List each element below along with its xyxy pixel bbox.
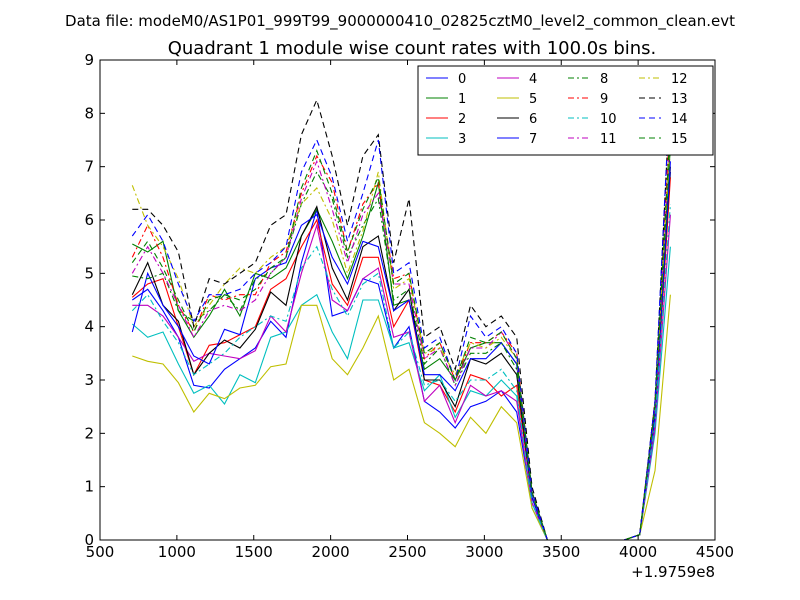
data-file-label: Data file: modeM0/AS1P01_999T99_90000004… (65, 12, 735, 31)
chart-title: Quadrant 1 module wise count rates with … (168, 38, 657, 59)
series-line-8 (132, 145, 671, 540)
y-tick-label: 3 (84, 371, 94, 389)
series-line-9 (131, 113, 671, 540)
legend-label-2: 2 (458, 112, 466, 127)
legend-label-13: 13 (671, 92, 688, 107)
y-tick-label: 4 (84, 318, 94, 336)
y-tick-label: 5 (84, 264, 94, 282)
axes: 500 1000 1500 2000 2500 3000 3500 4000 450001234… (84, 51, 734, 561)
y-tick-label: 8 (84, 104, 94, 122)
legend-label-0: 0 (458, 72, 466, 87)
legend-label-10: 10 (600, 112, 617, 127)
x-tick-label: 1500 (235, 543, 273, 561)
series-line-1 (132, 145, 671, 540)
legend-label-11: 11 (600, 132, 617, 147)
y-tick-label: 1 (84, 478, 94, 496)
x-tick-label: 3000 (465, 543, 503, 561)
series-line-4 (132, 214, 671, 540)
legend-label-7: 7 (529, 132, 537, 147)
series-line-15 (131, 123, 671, 540)
x-tick-label: 500 (86, 543, 115, 561)
legend-label-6: 6 (529, 112, 537, 127)
legend-label-8: 8 (600, 72, 608, 87)
x-tick-label: 4000 (619, 543, 657, 561)
series-line-14 (131, 81, 671, 540)
legend-label-14: 14 (671, 112, 688, 127)
legend-box (417, 65, 714, 156)
y-tick-label: 9 (84, 51, 94, 69)
y-tick-label: 2 (84, 424, 94, 442)
series-line-3 (131, 246, 671, 540)
series-line-6 (131, 166, 671, 540)
plot-area (131, 81, 671, 540)
y-tick-label: 0 (84, 531, 94, 549)
series-line-13 (132, 86, 671, 540)
x-tick-label: 2500 (388, 543, 426, 561)
legend-label-3: 3 (458, 132, 466, 147)
x-tick-label: 2000 (312, 543, 350, 561)
y-tick-label: 7 (84, 158, 94, 176)
legend-label-1: 1 (458, 92, 466, 107)
legend-label-9: 9 (600, 92, 608, 107)
x-offset-label: +1.9759e8 (631, 563, 715, 581)
series-line-2 (131, 177, 671, 540)
y-tick-label: 6 (84, 211, 94, 229)
x-tick-label: 1000 (158, 543, 196, 561)
series-line-0 (131, 171, 671, 540)
legend-label-5: 5 (529, 92, 537, 107)
x-tick-label: 4500 (696, 543, 734, 561)
series-line-5 (132, 294, 671, 540)
series-line-10 (131, 203, 671, 540)
series-line-7 (131, 161, 671, 540)
legend-label-15: 15 (671, 132, 688, 147)
legend-label-12: 12 (671, 72, 688, 87)
legend-label-4: 4 (529, 72, 537, 87)
x-tick-label: 3500 (542, 543, 580, 561)
